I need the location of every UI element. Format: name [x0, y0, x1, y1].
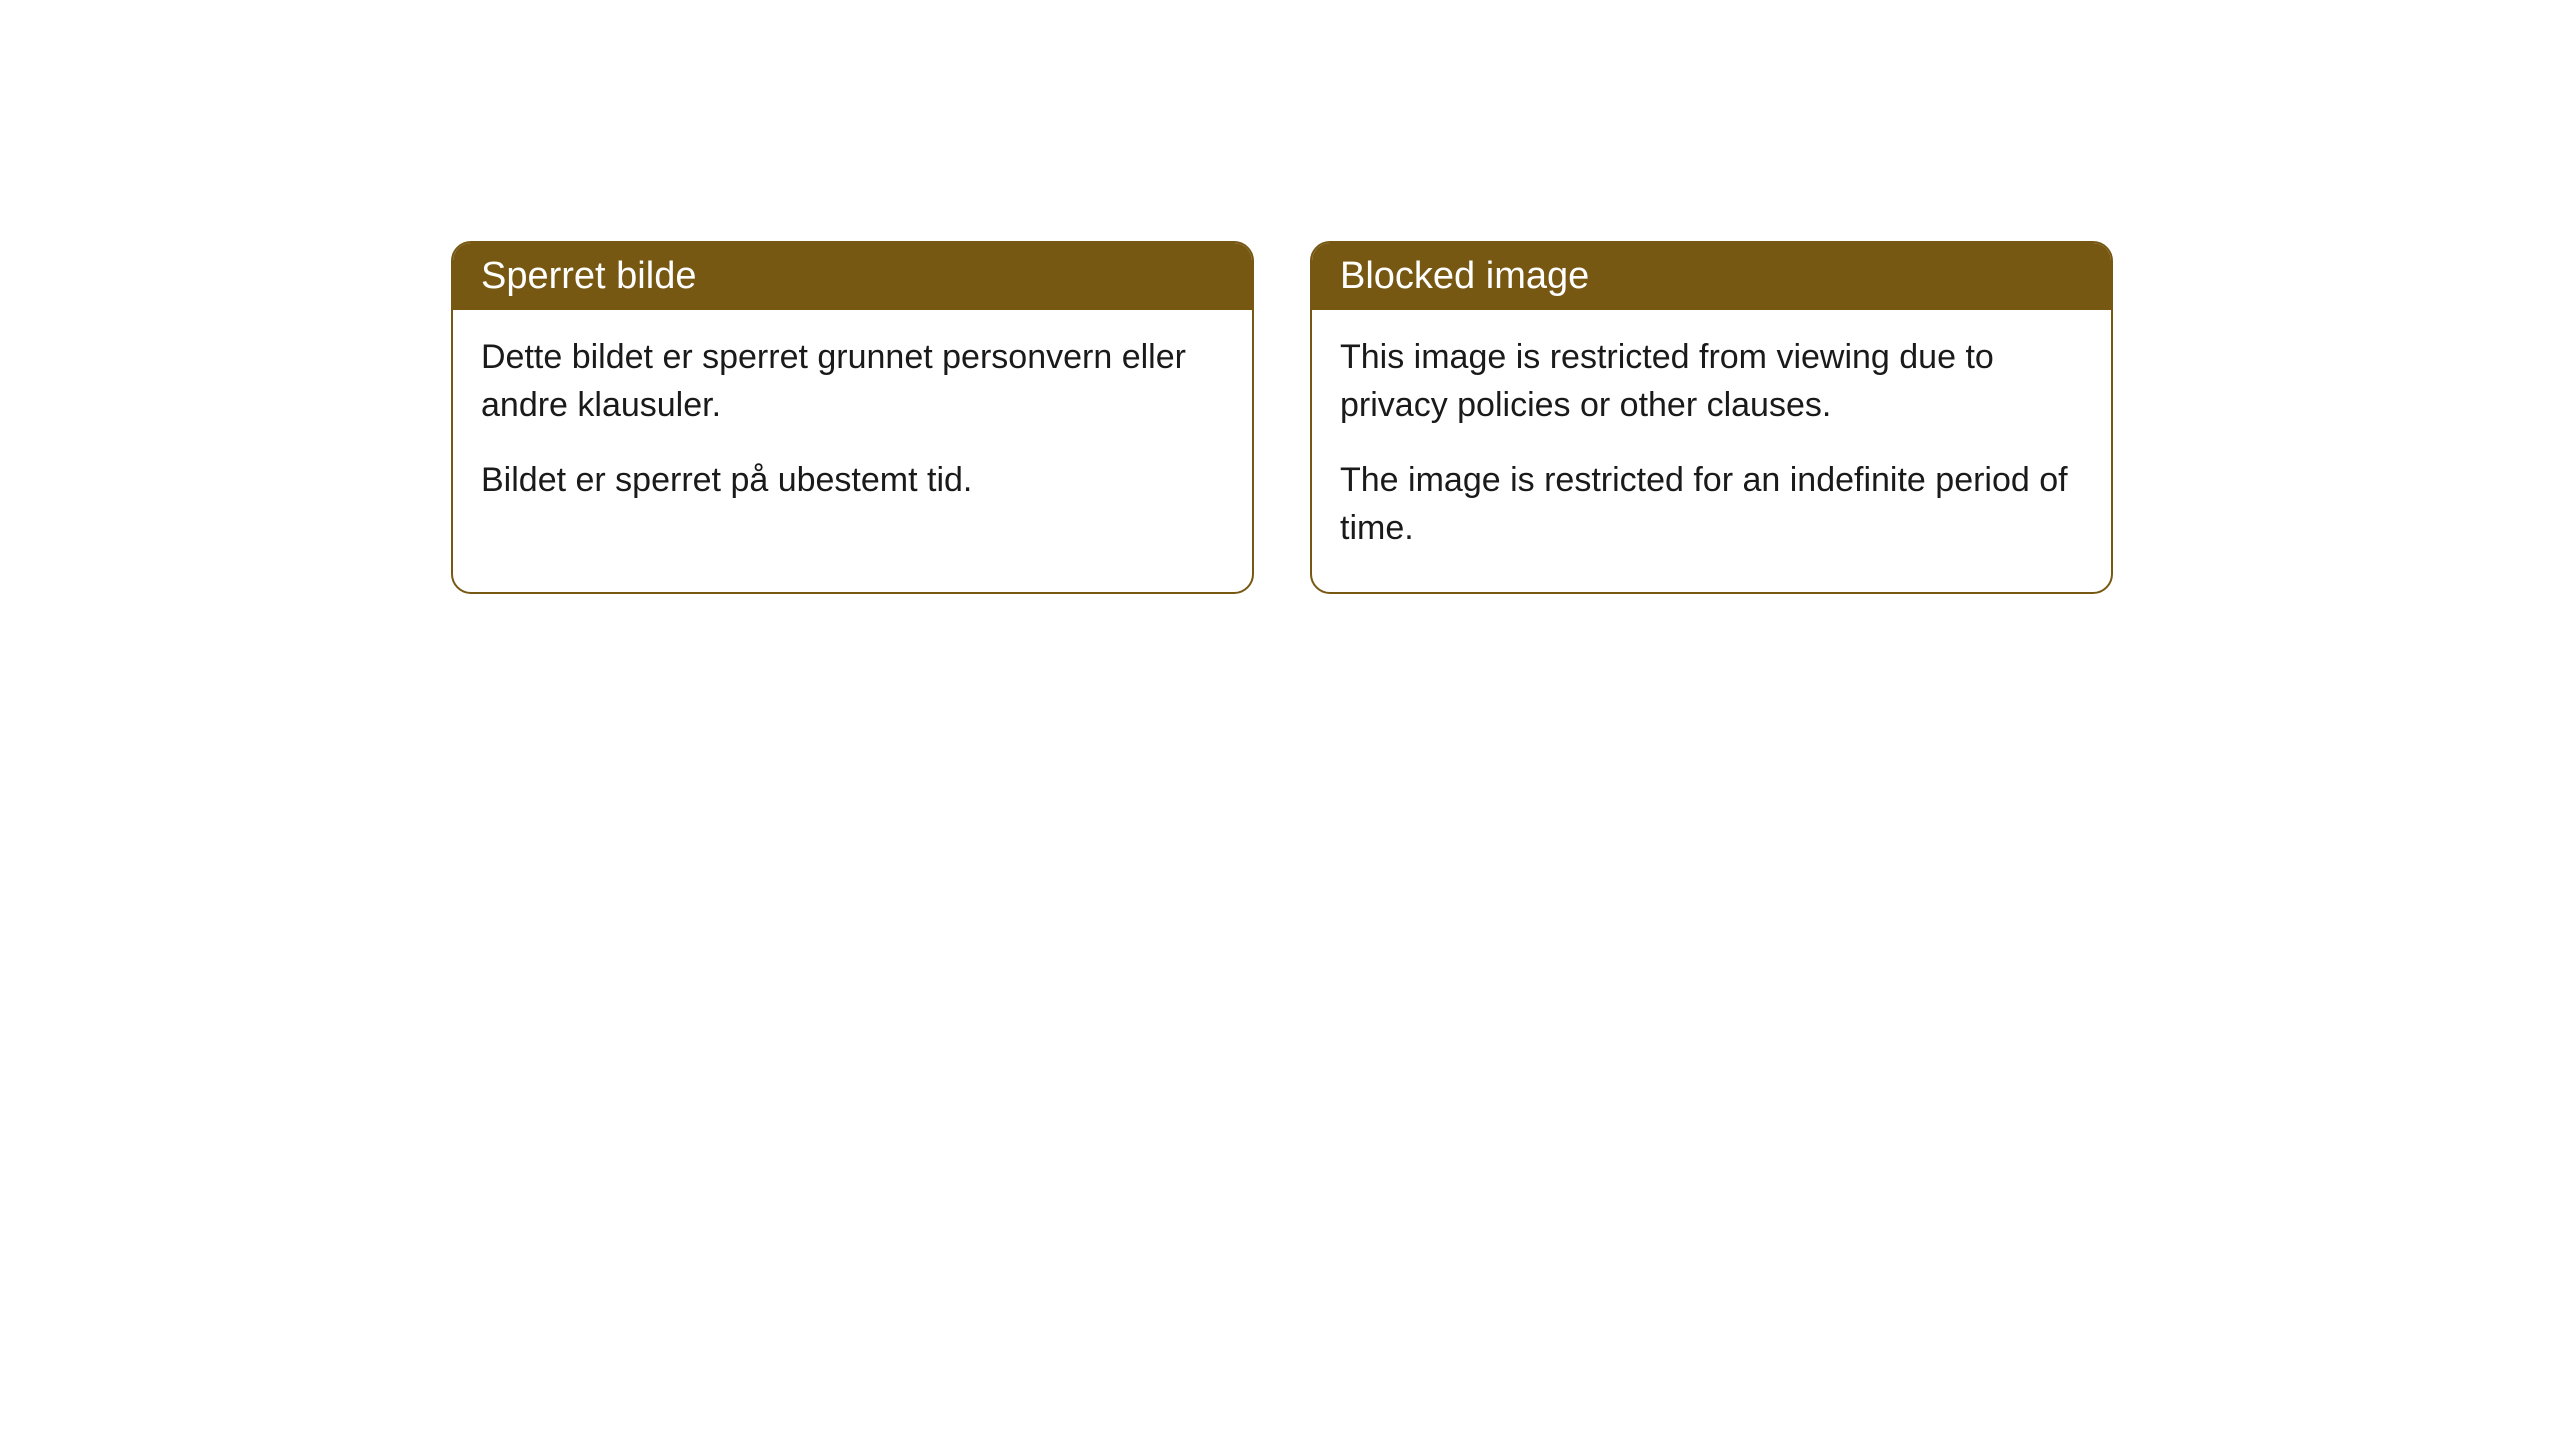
- card-body: This image is restricted from viewing du…: [1312, 310, 2111, 592]
- card-header: Blocked image: [1312, 243, 2111, 310]
- cards-container: Sperret bilde Dette bildet er sperret gr…: [0, 0, 2560, 594]
- card-paragraph: This image is restricted from viewing du…: [1340, 334, 2083, 429]
- card-header: Sperret bilde: [453, 243, 1252, 310]
- card-paragraph: Bildet er sperret på ubestemt tid.: [481, 457, 1224, 505]
- card-paragraph: The image is restricted for an indefinit…: [1340, 457, 2083, 552]
- blocked-image-card-norwegian: Sperret bilde Dette bildet er sperret gr…: [451, 241, 1254, 594]
- card-body: Dette bildet er sperret grunnet personve…: [453, 310, 1252, 545]
- card-paragraph: Dette bildet er sperret grunnet personve…: [481, 334, 1224, 429]
- blocked-image-card-english: Blocked image This image is restricted f…: [1310, 241, 2113, 594]
